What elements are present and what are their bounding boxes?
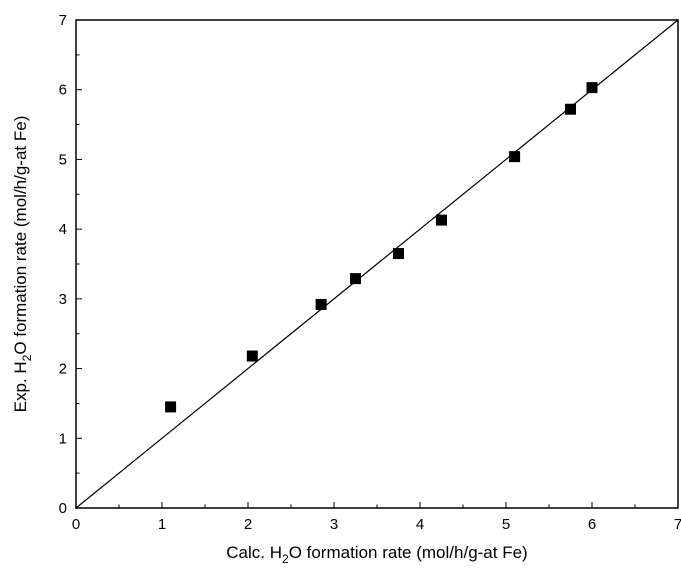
y-tick-label: 7 <box>59 12 67 29</box>
data-point <box>586 82 598 94</box>
x-axis-title: Calc. H2O formation rate (mol/h/g-at Fe) <box>226 543 527 566</box>
data-point <box>393 248 404 260</box>
data-point <box>246 350 258 362</box>
y-axis-title-after: O formation rate (mol/h/g-at Fe) <box>11 116 30 355</box>
x-tick-label: 3 <box>330 516 338 533</box>
x-tick-label: 6 <box>588 516 596 533</box>
y-tick-label: 6 <box>59 82 67 99</box>
x-tick-label: 5 <box>502 516 510 533</box>
x-axis-title-subscript: 2 <box>282 552 289 566</box>
x-tick-label: 0 <box>72 516 80 533</box>
data-point <box>165 401 177 413</box>
y-tick-label: 0 <box>59 500 67 517</box>
data-point <box>509 151 521 163</box>
x-axis-title-after: O formation rate (mol/h/g-at Fe) <box>289 543 528 562</box>
x-axis-title-before: Calc. H <box>226 543 282 562</box>
x-tick-label: 2 <box>244 516 252 533</box>
data-point <box>315 298 327 310</box>
data-point <box>565 103 576 115</box>
data-point <box>350 273 361 285</box>
y-tick-label: 5 <box>59 151 67 168</box>
data-point <box>436 214 447 226</box>
x-tick-label: 7 <box>674 516 681 533</box>
y-axis-title-subscript: 2 <box>20 354 34 361</box>
x-tick-label: 1 <box>158 516 166 533</box>
y-axis-title: Exp. H2O formation rate (mol/h/g-at Fe) <box>11 116 34 413</box>
x-tick-label: 4 <box>416 516 424 533</box>
tick-labels: 0 1 2 3 4 5 6 7 0 1 2 3 4 5 6 7 <box>59 12 681 533</box>
y-tick-label: 2 <box>59 361 67 378</box>
data-points <box>165 82 598 413</box>
y-tick-label: 1 <box>59 430 67 447</box>
parity-line <box>75 19 679 509</box>
y-tick-label: 4 <box>59 221 67 238</box>
y-tick-label: 3 <box>59 291 67 308</box>
y-axis-title-before: Exp. H <box>11 361 30 412</box>
plot-frame <box>75 19 679 509</box>
